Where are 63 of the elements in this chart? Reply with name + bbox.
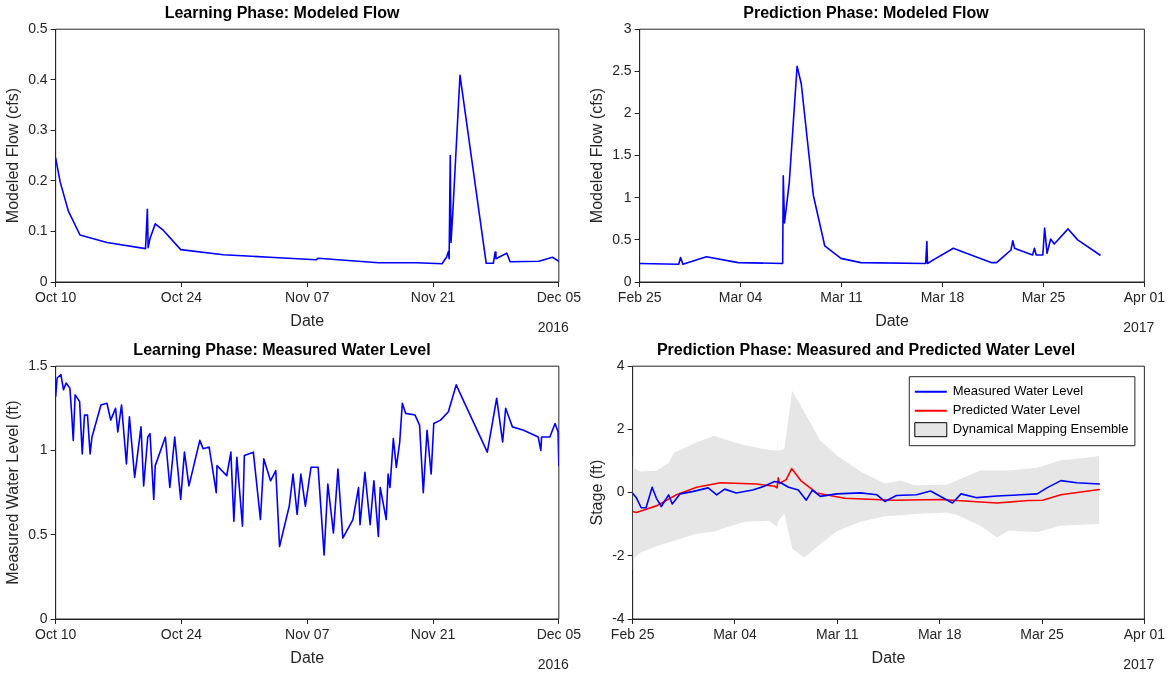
text: 2017 — [1123, 655, 1155, 672]
x-tick-label: Apr 01 — [1123, 626, 1166, 643]
x-tick-label: Oct 10 — [35, 289, 77, 306]
y-tick-label: 0 — [616, 483, 625, 500]
chart-title: Learning Phase: Measured Water Level — [133, 341, 431, 359]
y-tick-label: 1 — [623, 188, 632, 205]
y-tick-label: 0 — [39, 272, 48, 289]
legend-label: Dynamical Mapping Ensemble — [952, 421, 1129, 437]
y-tick-label: 1.5 — [612, 146, 632, 163]
y-axis-title: Stage (ft) — [588, 459, 606, 526]
y-tick-label: 1 — [39, 441, 48, 458]
y-axis-title: Modeled Flow (cfs) — [588, 88, 606, 224]
x-tick-label: Mar 18 — [917, 626, 962, 643]
y-axis-title: Modeled Flow (cfs) — [4, 88, 22, 224]
x-tick-label: Dec 05 — [536, 289, 582, 306]
y-tick-label: 0.1 — [28, 222, 48, 239]
x-tick-label: Oct 24 — [160, 289, 203, 306]
y-tick-label: 2 — [616, 420, 625, 437]
x-tick-label: Mar 04 — [718, 289, 763, 306]
y-tick-label: 0.4 — [28, 70, 48, 87]
text: 2016 — [537, 318, 570, 335]
x-axis-title: Date — [875, 311, 910, 329]
x-tick-label: Mar 25 — [1020, 626, 1065, 643]
x-tick-label: Mar 11 — [820, 289, 864, 306]
x-tick-label: Mar 04 — [713, 626, 757, 643]
x-tick-label: Feb 25 — [610, 626, 655, 643]
x-tick-label: Mar 11 — [816, 626, 859, 643]
chart-title: Prediction Phase: Modeled Flow — [743, 4, 990, 22]
x-tick-label: Mar 18 — [920, 289, 965, 306]
y-tick-label: 2.5 — [612, 62, 632, 79]
y-tick-label: 1.5 — [28, 357, 48, 374]
y-tick-label: 0.5 — [612, 230, 632, 247]
y-axis-title: Measured Water Level (ft) — [4, 400, 22, 585]
y-tick-label: -2 — [612, 546, 625, 563]
y-tick-label: 4 — [616, 357, 625, 374]
y-tick-label: 0 — [39, 609, 48, 626]
x-axis-title: Date — [290, 311, 325, 329]
x-tick-label: Oct 10 — [35, 626, 77, 643]
x-tick-label: Mar 25 — [1021, 289, 1066, 306]
x-tick-label: Feb 25 — [617, 289, 662, 306]
chart-title: Learning Phase: Modeled Flow — [164, 4, 400, 22]
x-tick-label: Apr 01 — [1123, 289, 1166, 306]
y-tick-label: 0 — [623, 272, 632, 289]
text: 2017 — [1123, 318, 1155, 335]
text: 2016 — [537, 655, 570, 672]
x-tick-label: Nov 21 — [410, 289, 456, 306]
y-tick-label: 0.2 — [28, 171, 48, 188]
y-tick-label: 0.5 — [28, 525, 48, 542]
chart-title: Prediction Phase: Measured and Predicted Water Level — [656, 341, 1076, 359]
x-tick-label: Nov 07 — [285, 626, 330, 643]
x-tick-label: Nov 21 — [410, 626, 456, 643]
x-tick-label: Dec 05 — [536, 626, 582, 643]
x-axis-title: Date — [290, 648, 325, 666]
x-axis-title: Date — [871, 648, 906, 666]
y-tick-label: 0.5 — [28, 20, 48, 37]
y-tick-label: 0.3 — [28, 121, 48, 138]
legend-label: Measured Water Level — [952, 383, 1084, 399]
legend-label: Predicted Water Level — [952, 402, 1081, 418]
y-tick-label: 3 — [623, 20, 632, 37]
y-tick-label: 2 — [623, 104, 632, 121]
x-tick-label: Nov 07 — [285, 289, 330, 306]
x-tick-label: Oct 24 — [160, 626, 203, 643]
y-tick-label: -4 — [612, 609, 625, 626]
